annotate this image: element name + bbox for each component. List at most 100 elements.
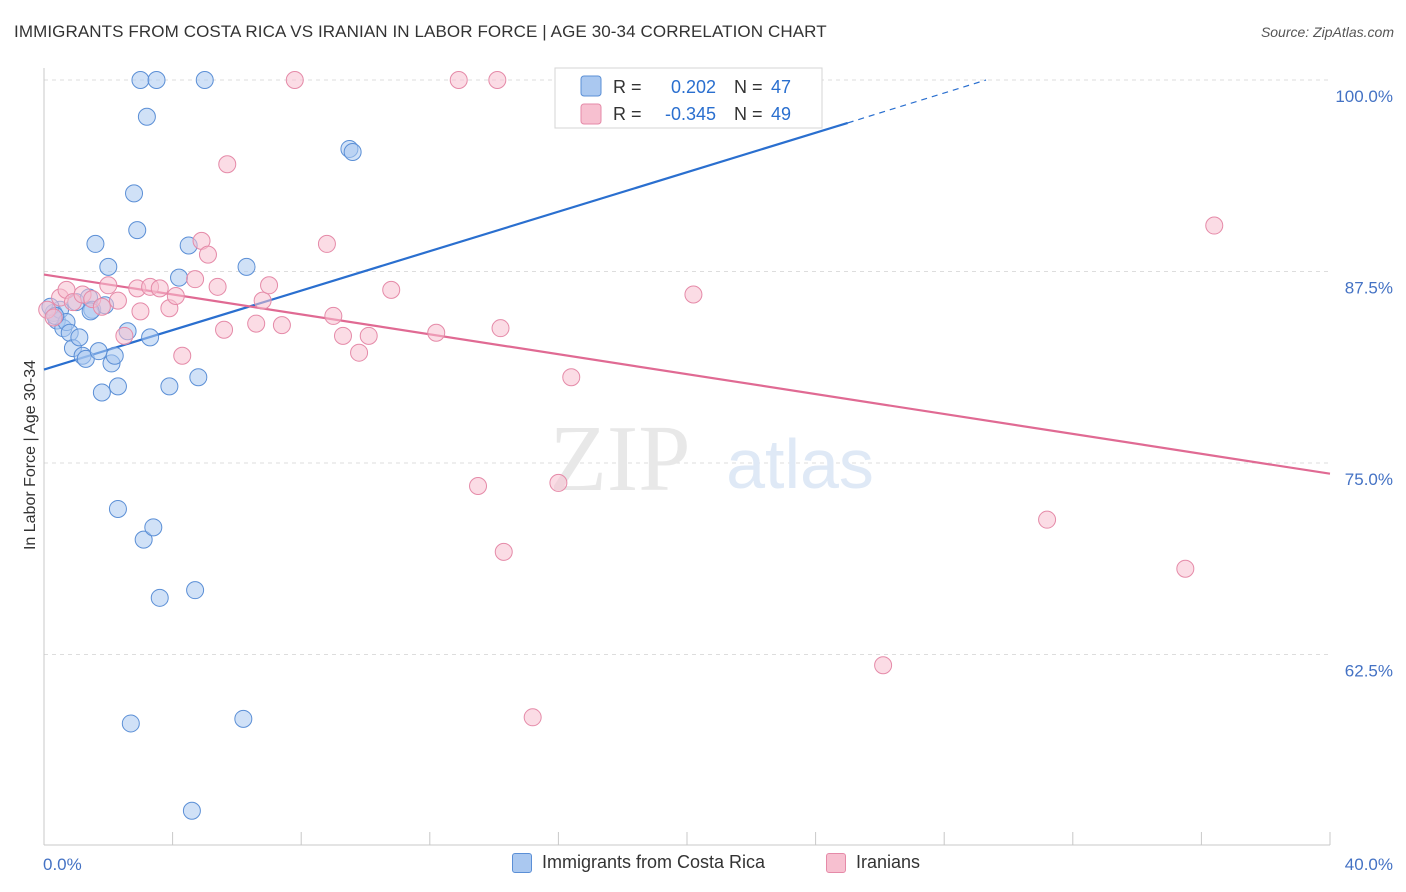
iranian-point-32[interactable] — [350, 343, 369, 362]
costa-rica-point-39[interactable] — [186, 581, 205, 600]
iranian-point-1[interactable] — [44, 308, 63, 327]
iranian-point-41[interactable] — [549, 473, 568, 492]
y-tick-label-2: 87.5% — [1345, 279, 1393, 298]
iranian-point-49[interactable] — [523, 708, 542, 727]
costa-rica-point-42[interactable] — [182, 801, 201, 820]
legend-label-costa-rica: Immigrants from Costa Rica — [542, 852, 766, 872]
trendline-blue-extension — [847, 79, 987, 124]
costa-rica-point-28[interactable] — [170, 268, 189, 287]
legend-r-label-1: R = — [613, 77, 642, 97]
watermark-zip: ZIP — [550, 407, 691, 511]
y-tick-labels: 62.5% 75.0% 87.5% 100.0% — [1335, 87, 1393, 681]
iranian-point-38[interactable] — [491, 319, 510, 338]
iranian-point-22[interactable] — [215, 320, 234, 339]
x-tick-label-0: 0.0% — [43, 855, 82, 874]
legend-item-iranians[interactable]: Iranians — [826, 852, 920, 873]
iranian-point-14[interactable] — [150, 279, 169, 298]
legend-swatch-pink — [580, 103, 602, 125]
y-tick-label-1: 75.0% — [1345, 470, 1393, 489]
watermark: ZIP atlas — [550, 407, 874, 511]
costa-rica-point-30[interactable] — [189, 368, 208, 387]
iranian-point-21[interactable] — [208, 277, 227, 296]
iranian-point-40[interactable] — [494, 542, 513, 561]
watermark-atlas: atlas — [726, 425, 874, 503]
costa-rica-point-22[interactable] — [128, 221, 147, 240]
costa-rica-point-23[interactable] — [131, 71, 150, 89]
iranian-point-10[interactable] — [115, 326, 134, 345]
legend-r-label-2: R = — [613, 104, 642, 124]
iranian-point-8[interactable] — [99, 276, 118, 295]
costa-rica-point-18[interactable] — [105, 346, 124, 365]
iranian-point-35[interactable] — [427, 323, 446, 342]
iranian-point-48[interactable] — [874, 656, 893, 675]
iranian-point-17[interactable] — [173, 346, 192, 365]
costa-rica-point-40[interactable] — [121, 714, 140, 733]
iranian-point-7[interactable] — [92, 297, 111, 316]
iranian-point-37[interactable] — [488, 71, 507, 89]
costa-rica-point-35[interactable] — [108, 499, 127, 518]
iranian-point-46[interactable] — [1176, 559, 1195, 578]
legend-n-value-2: 49 — [771, 104, 791, 124]
iranian-point-28[interactable] — [285, 71, 304, 89]
legend-swatch-iranians — [826, 852, 846, 873]
iranian-point-47[interactable] — [1205, 216, 1224, 235]
iranian-point-25[interactable] — [253, 291, 272, 310]
legend-label-iranians: Iranians — [856, 852, 921, 872]
legend-r-value-1: 0.202 — [671, 77, 716, 97]
iranian-point-39[interactable] — [469, 476, 488, 495]
y-axis-label: In Labor Force | Age 30-34 — [22, 360, 39, 550]
costa-rica-point-25[interactable] — [141, 328, 160, 347]
data-points — [38, 71, 1224, 820]
iranian-point-24[interactable] — [247, 314, 266, 333]
costa-rica-point-27[interactable] — [160, 377, 179, 396]
iranian-point-27[interactable] — [272, 316, 291, 335]
costa-rica-point-16[interactable] — [99, 257, 118, 276]
iranian-point-12[interactable] — [131, 302, 150, 321]
costa-rica-point-26[interactable] — [147, 71, 166, 89]
source-label: Source: ZipAtlas.com — [1260, 24, 1394, 40]
costa-rica-point-14[interactable] — [89, 342, 108, 361]
legend-item-costa-rica[interactable]: Immigrants from Costa Rica — [512, 852, 765, 873]
iranian-point-45[interactable] — [1038, 510, 1057, 529]
costa-rica-point-38[interactable] — [150, 588, 169, 607]
legend-n-label-1: N = — [734, 77, 763, 97]
trendline-blue — [43, 121, 849, 371]
costa-rica-point-24[interactable] — [137, 107, 156, 126]
costa-rica-point-36[interactable] — [134, 530, 153, 549]
costa-rica-point-37[interactable] — [144, 518, 163, 537]
costa-rica-point-13[interactable] — [86, 234, 105, 253]
iranian-point-31[interactable] — [333, 326, 352, 345]
legend-box: R = 0.202 N = 47 R = -0.345 N = 49 — [554, 67, 823, 129]
costa-rica-point-8[interactable] — [70, 328, 89, 347]
iranian-point-30[interactable] — [324, 306, 343, 325]
costa-rica-point-34[interactable] — [343, 143, 362, 162]
axes — [43, 68, 1331, 846]
costa-rica-point-15[interactable] — [92, 383, 111, 402]
iranian-point-18[interactable] — [186, 270, 205, 289]
y-tick-label-3: 100.0% — [1335, 87, 1393, 106]
costa-rica-point-21[interactable] — [125, 184, 144, 203]
iranian-point-43[interactable] — [684, 285, 703, 304]
costa-rica-point-19[interactable] — [108, 377, 127, 396]
legend-swatch-blue — [580, 75, 602, 97]
iranian-point-9[interactable] — [108, 291, 127, 310]
iranian-point-20[interactable] — [198, 245, 217, 264]
costa-rica-point-41[interactable] — [234, 709, 253, 728]
costa-rica-point-32[interactable] — [237, 257, 256, 276]
legend-n-label-2: N = — [734, 104, 763, 124]
iranian-point-33[interactable] — [359, 326, 378, 345]
chart-title: IMMIGRANTS FROM COSTA RICA VS IRANIAN IN… — [14, 22, 827, 41]
iranian-point-26[interactable] — [260, 276, 279, 295]
gridlines — [44, 79, 1330, 655]
iranian-point-23[interactable] — [218, 155, 237, 174]
iranian-point-16[interactable] — [166, 287, 185, 306]
iranian-point-42[interactable] — [562, 368, 581, 387]
y-tick-label-0: 62.5% — [1345, 662, 1393, 681]
costa-rica-point-31[interactable] — [195, 71, 214, 89]
iranian-point-29[interactable] — [317, 234, 336, 253]
iranian-point-36[interactable] — [449, 71, 468, 89]
iranian-point-34[interactable] — [382, 280, 401, 299]
x-tick-label-1: 40.0% — [1345, 855, 1393, 874]
x-tick-labels: 0.0% 40.0% — [43, 855, 1393, 874]
